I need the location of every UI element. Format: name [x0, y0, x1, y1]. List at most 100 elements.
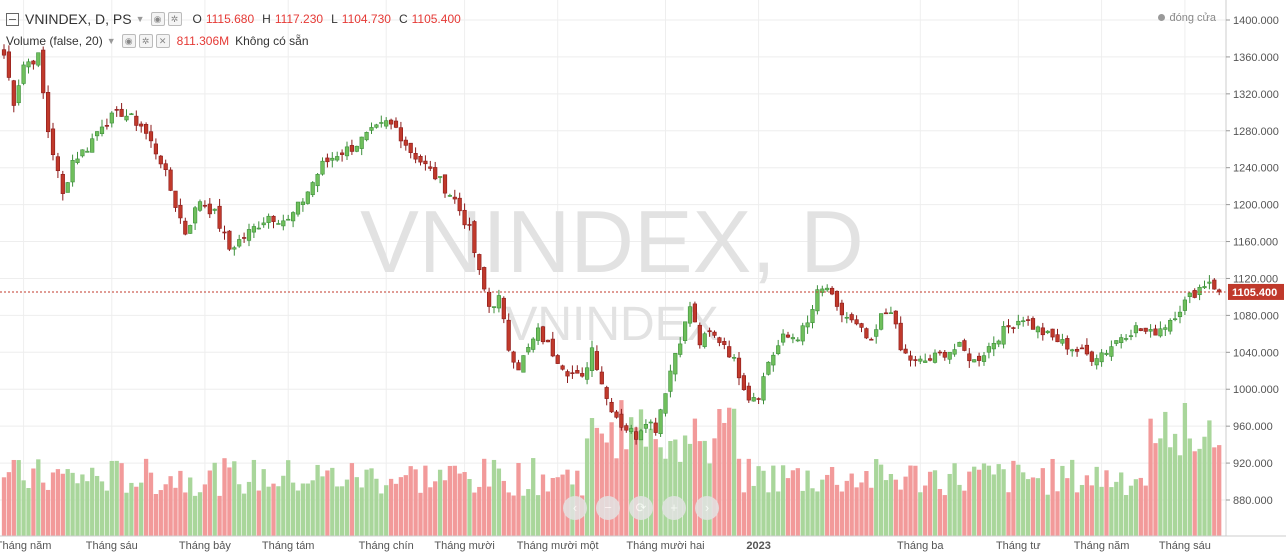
candle-body	[433, 167, 438, 180]
volume-bar	[545, 491, 551, 536]
high-value: 1117.230	[274, 12, 324, 26]
volume-bar	[104, 490, 110, 536]
volume-bar	[751, 485, 756, 536]
volume-bar	[805, 470, 810, 536]
price-tick-label: 1320.000	[1233, 89, 1279, 101]
volume-bar	[217, 495, 222, 536]
candle-body	[883, 312, 889, 315]
volume-bar	[188, 477, 193, 536]
eye-icon[interactable]: ◉	[150, 12, 165, 26]
volume-bar	[26, 488, 31, 536]
volume-bar	[839, 491, 845, 536]
candle-body	[1187, 292, 1192, 297]
candle-body	[286, 218, 291, 221]
volume-bar	[908, 465, 913, 536]
candle-body	[472, 221, 477, 253]
volume-bar	[560, 474, 565, 536]
volume-bar	[433, 481, 438, 536]
volume-bar	[849, 473, 854, 536]
volume-bar	[45, 489, 51, 536]
candle-body	[330, 157, 335, 161]
candle-body	[986, 346, 991, 353]
zoom-in-button[interactable]: +	[662, 496, 686, 520]
volume-bar	[1187, 438, 1192, 536]
close-icon[interactable]: ✕	[155, 34, 170, 48]
candle-body	[663, 393, 668, 414]
volume-bar	[947, 473, 952, 536]
candle-body	[124, 115, 129, 121]
volume-bar	[614, 458, 619, 536]
candle-body	[555, 355, 560, 364]
candle-body	[90, 138, 95, 153]
candle-body	[800, 325, 805, 342]
candle-body	[962, 340, 967, 351]
candle-body	[825, 287, 830, 291]
gear-icon[interactable]: ✲	[138, 34, 153, 48]
volume-bar	[952, 463, 957, 536]
gear-icon[interactable]: ✲	[167, 12, 182, 26]
volume-bar	[1148, 418, 1153, 536]
volume-bar	[937, 488, 943, 536]
volume-bar	[776, 491, 781, 536]
candle-body	[36, 52, 41, 66]
volume-bar	[251, 459, 257, 536]
volume-bar	[976, 469, 982, 536]
volume-bar	[1202, 436, 1207, 536]
volume-bar	[1163, 411, 1168, 536]
volume-bar	[722, 422, 727, 536]
volume-bar	[766, 492, 771, 536]
scroll-right-button[interactable]: ›	[695, 496, 719, 520]
volume-bar	[134, 486, 139, 536]
volume-bar	[94, 475, 100, 536]
volume-bar	[1030, 477, 1036, 536]
volume-bar	[202, 484, 208, 536]
volume-bar	[403, 475, 408, 536]
chevron-down-icon[interactable]: ▼	[135, 14, 145, 24]
reset-button[interactable]: ⟳	[629, 496, 653, 520]
scroll-left-button[interactable]: ‹	[563, 496, 587, 520]
candle-body	[305, 191, 310, 204]
candle-body	[869, 338, 874, 341]
candle-body	[462, 209, 467, 226]
candle-body	[75, 158, 80, 163]
candle-body	[1173, 318, 1178, 321]
candle-body	[486, 291, 492, 307]
volume-bar	[516, 462, 521, 536]
eye-icon[interactable]: ◉	[121, 34, 136, 48]
candle-body	[580, 373, 585, 377]
time-tick-label: Tháng mười hai	[626, 540, 704, 552]
volume-bar	[232, 461, 237, 536]
candle-body	[1084, 344, 1089, 355]
volume-bar	[246, 481, 252, 536]
time-tick-label: Tháng sáu	[1159, 540, 1211, 552]
candle-body	[1026, 319, 1031, 321]
volume-bar	[815, 491, 820, 536]
chevron-down-icon[interactable]: ▼	[106, 36, 116, 46]
candle-body	[437, 176, 443, 178]
volume-bar	[413, 469, 418, 536]
volume-bar	[418, 492, 423, 536]
candle-body	[864, 328, 869, 339]
candle-body	[790, 337, 795, 340]
volume-bar	[344, 479, 350, 536]
volume-bar	[1065, 478, 1070, 536]
collapse-legend-icon[interactable]	[6, 12, 19, 26]
volume-bar	[1182, 402, 1188, 536]
time-tick-label: Tháng ba	[897, 540, 944, 552]
volume-bar	[237, 484, 242, 536]
candle-body	[575, 370, 580, 374]
volume-bar	[820, 479, 825, 536]
volume-bar	[90, 467, 95, 536]
status-dot-icon	[1158, 14, 1166, 21]
volume-bar	[712, 438, 717, 536]
zoom-out-button[interactable]: −	[596, 496, 620, 520]
low-value: 1104.730	[341, 12, 391, 26]
candle-body	[320, 160, 325, 175]
volume-bar	[648, 428, 653, 536]
time-tick-label: Tháng tư	[996, 540, 1041, 552]
candle-body	[903, 348, 908, 354]
candle-body	[242, 237, 247, 239]
candle-body	[1040, 327, 1045, 336]
